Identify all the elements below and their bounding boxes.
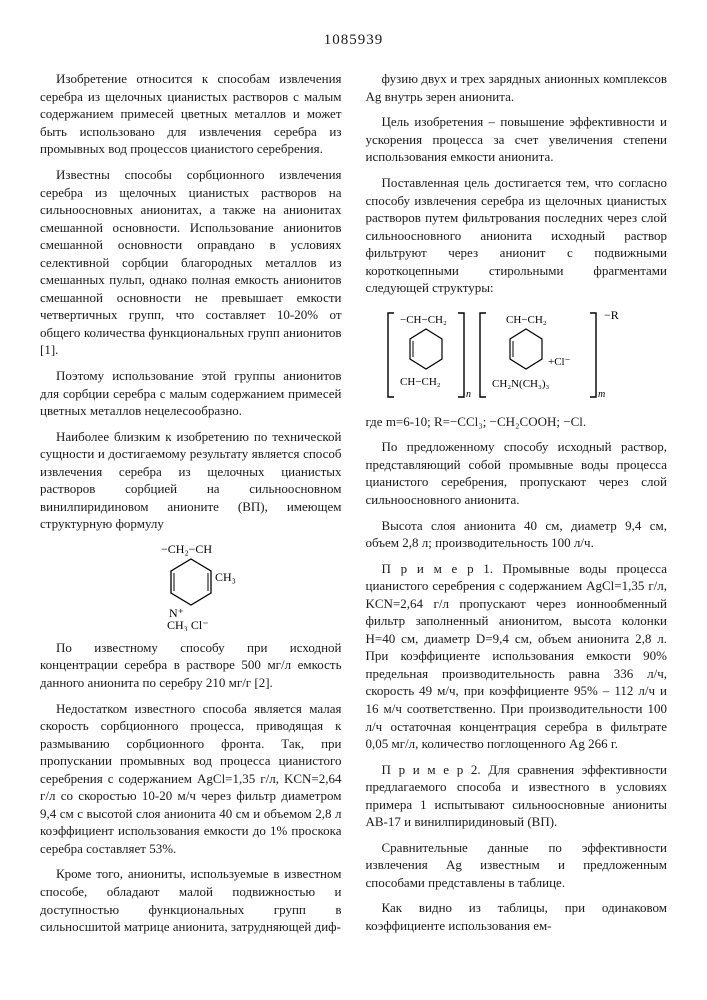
- bracket-left-icon: [388, 313, 394, 397]
- para-r4: где m=6-10; R=−CCl₃; −CH₂COOH; −Cl.: [366, 413, 668, 431]
- f1-top: −CH₂−CH: [161, 542, 212, 556]
- svg-text:n: n: [466, 389, 471, 400]
- para-r3: Поставленная цель достигается тем, что с…: [366, 174, 668, 297]
- hex-ring-icon: [510, 329, 542, 369]
- hex-ring-icon: [410, 329, 442, 369]
- para-l6: Недостатком известного способа является …: [40, 700, 342, 858]
- para-r9: Сравнительные данные по эффективности из…: [366, 839, 668, 892]
- bracket-right-icon: [458, 313, 464, 397]
- f1-ch3a: CH₃: [215, 570, 236, 584]
- two-column-layout: Изобретение относится к способам извлече…: [40, 70, 667, 943]
- left-column: Изобретение относится к способам извлече…: [40, 70, 342, 943]
- bracket-right-icon: [590, 313, 596, 397]
- bracket-left-icon: [480, 313, 486, 397]
- para-l5: По известному способу при исходной конце…: [40, 639, 342, 692]
- svg-text:m: m: [598, 389, 605, 400]
- formula-2: −CH−CH₂ CH−CH₂ n CH−CH₂ +Cl⁻ CH₂N(CH₃)₃ …: [366, 305, 668, 405]
- para-r7: П р и м е р 1. Промывные воды процесса ц…: [366, 560, 668, 753]
- svg-text:CH−CH₂: CH−CH₂: [400, 376, 441, 388]
- f1-bottom: CH₃ Cl⁻: [167, 618, 209, 631]
- formula-1: −CH₂−CH CH₃ N⁺ CH₃ Cl⁻: [40, 541, 342, 631]
- svg-text:CH₂N(CH₃)₃: CH₂N(CH₃)₃: [492, 378, 550, 390]
- svg-text:CH−CH₂: CH−CH₂: [506, 314, 547, 326]
- para-r10: Как видно из таблицы, при одинаковом коэ…: [366, 899, 668, 934]
- para-r6: Высота слоя анионита 40 см, диаметр 9,4 …: [366, 517, 668, 552]
- para-l1: Изобретение относится к способам извлече…: [40, 70, 342, 158]
- document-number: 1085939: [40, 30, 667, 50]
- para-r1: фузию двух и трех зарядных анионных комп…: [366, 70, 668, 105]
- para-l4: Наиболее близким к изобретению по технич…: [40, 428, 342, 533]
- f2-r-label: −R: [604, 308, 619, 322]
- svg-text:+Cl⁻: +Cl⁻: [548, 356, 571, 368]
- para-l2: Известны способы сорбционного извлечения…: [40, 166, 342, 359]
- hex-ring-icon: [171, 559, 211, 605]
- para-r8: П р и м е р 2. Для сравнения эффективнос…: [366, 761, 668, 831]
- para-l7: Кроме того, аниониты, используемые в изв…: [40, 865, 342, 935]
- para-r5: По предложенному способу исходный раство…: [366, 438, 668, 508]
- para-l3: Поэтому использование этой группы аниони…: [40, 367, 342, 420]
- right-column: фузию двух и трех зарядных анионных комп…: [366, 70, 668, 943]
- para-r2: Цель изобретения – повышение эффективнос…: [366, 113, 668, 166]
- svg-text:−CH−CH₂: −CH−CH₂: [400, 314, 447, 326]
